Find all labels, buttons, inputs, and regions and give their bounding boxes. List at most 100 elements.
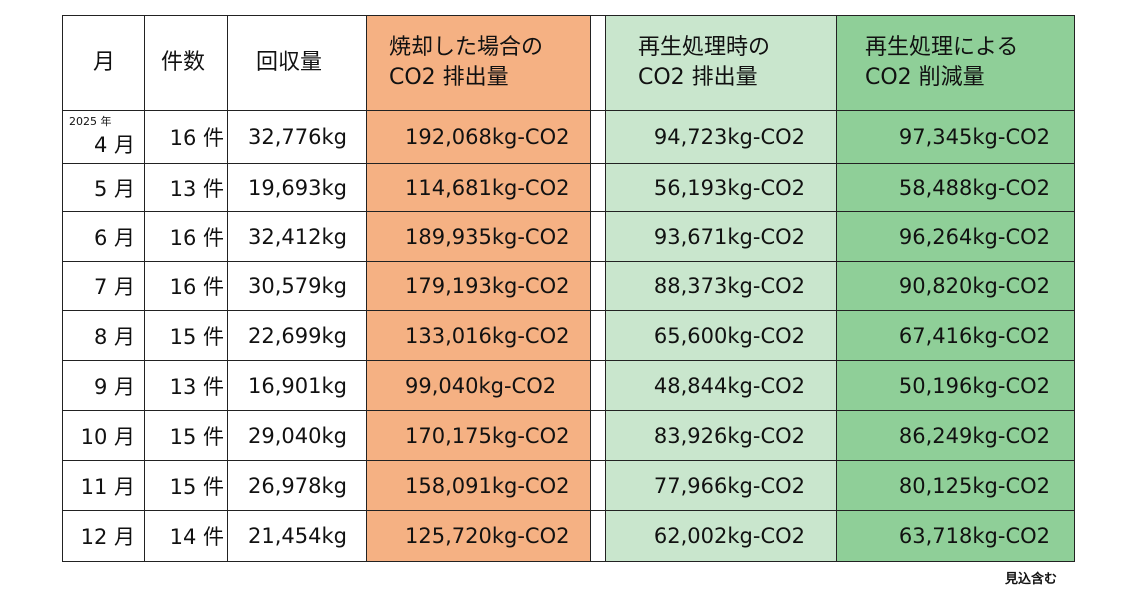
table-cell: 16,901kg	[227, 360, 368, 411]
month-text: 12 月	[80, 525, 135, 549]
table-cell: 29,040kg	[227, 410, 368, 461]
month-text: 8 月	[93, 324, 135, 349]
count-text: 13 件	[169, 176, 224, 201]
amount-text: 29,040kg	[248, 423, 347, 448]
recycling-text: 83,926kg-CO2	[653, 423, 805, 448]
table-cell: 16 件	[144, 211, 229, 262]
table-cell: 10 月	[62, 410, 146, 461]
incineration-text: 114,681kg-CO2	[405, 175, 570, 200]
table-cell: 9 月	[62, 360, 146, 411]
table-cell: 15 件	[144, 410, 229, 461]
month-text: 11 月	[80, 474, 135, 499]
table-cell: 88,373kg-CO2	[605, 261, 838, 311]
table-cell: 21,454kg	[227, 510, 368, 562]
table-cell: 65,600kg-CO2	[605, 310, 838, 361]
month-text: 10 月	[80, 424, 135, 449]
table-cell: 32,776kg	[227, 110, 368, 164]
note: 見込含む	[1005, 572, 1058, 587]
table-cell: 50,196kg-CO2	[836, 360, 1075, 411]
reduction-text: 58,488kg-CO2	[898, 175, 1050, 200]
count-text: 15 件	[169, 474, 224, 499]
header-cell: 焼却した場合の CO2 排出量	[366, 15, 592, 111]
table-cell: 56,193kg-CO2	[605, 163, 838, 212]
table-cell: 63,718kg-CO2	[836, 510, 1075, 562]
table-cell: 22,699kg	[227, 310, 368, 361]
count-text: 14 件	[169, 525, 224, 549]
month-text: 6 月	[93, 225, 135, 250]
recycling-text: 77,966kg-CO2	[653, 473, 805, 498]
header-text: CO2 削減量	[865, 65, 985, 90]
table-cell: 179,193kg-CO2	[366, 261, 592, 311]
header-cell: 月	[62, 15, 146, 111]
recycling-text: 65,600kg-CO2	[653, 323, 805, 348]
table-cell: 19,693kg	[227, 163, 368, 212]
table-cell: 13 件	[144, 163, 229, 212]
table-cell: 7 月	[62, 261, 146, 311]
count-text: 15 件	[169, 424, 224, 449]
incineration-text: 99,040kg-CO2	[405, 373, 557, 398]
table-cell: 16 件	[144, 261, 229, 311]
table-cell: 15 件	[144, 460, 229, 511]
table-cell: 77,966kg-CO2	[605, 460, 838, 511]
table-cell: 15 件	[144, 310, 229, 361]
month-text: 5 月	[93, 176, 135, 201]
header-cell: 再生処理時の CO2 排出量	[605, 15, 838, 111]
table-cell: 94,723kg-CO2	[605, 110, 838, 164]
table-cell: 6 月	[62, 211, 146, 262]
count-text: 13 件	[169, 374, 224, 399]
table-cell: 62,002kg-CO2	[605, 510, 838, 562]
reduction-text: 86,249kg-CO2	[898, 423, 1050, 448]
incineration-text: 192,068kg-CO2	[405, 125, 570, 149]
table-cell: 97,345kg-CO2	[836, 110, 1075, 164]
table-cell: 192,068kg-CO2	[366, 110, 592, 164]
reduction-text: 63,718kg-CO2	[898, 524, 1050, 548]
reduction-text: 90,820kg-CO2	[898, 274, 1050, 298]
table-cell: 30,579kg	[227, 261, 368, 311]
recycling-text: 94,723kg-CO2	[653, 125, 805, 149]
incineration-text: 125,720kg-CO2	[405, 524, 570, 548]
reduction-text: 97,345kg-CO2	[898, 125, 1050, 149]
month-text: 9 月	[93, 374, 135, 399]
table-cell: 80,125kg-CO2	[836, 460, 1075, 511]
amount-text: 16,901kg	[248, 373, 347, 398]
header-text: 再生処理時の	[638, 35, 771, 60]
recycling-text: 48,844kg-CO2	[653, 373, 805, 398]
header-text: 焼却した場合の	[389, 35, 544, 60]
table-cell: 13 件	[144, 360, 229, 411]
incineration-text: 189,935kg-CO2	[405, 224, 570, 249]
amount-text: 22,699kg	[248, 323, 347, 348]
table-cell: 58,488kg-CO2	[836, 163, 1075, 212]
recycling-text: 93,671kg-CO2	[653, 224, 805, 249]
month-text: 4 月	[93, 133, 135, 157]
reduction-text: 80,125kg-CO2	[898, 473, 1050, 498]
table-cell: 93,671kg-CO2	[605, 211, 838, 262]
header-text: 件数	[161, 50, 206, 75]
amount-text: 32,412kg	[248, 224, 347, 249]
table-cell: 96,264kg-CO2	[836, 211, 1075, 262]
table-cell: 114,681kg-CO2	[366, 163, 592, 212]
amount-text: 26,978kg	[248, 473, 347, 498]
amount-text: 21,454kg	[248, 524, 347, 548]
incineration-text: 170,175kg-CO2	[405, 423, 570, 448]
incineration-text: 158,091kg-CO2	[405, 473, 570, 498]
table-cell: 86,249kg-CO2	[836, 410, 1075, 461]
table-cell: 67,416kg-CO2	[836, 310, 1075, 361]
table-cell: 14 件	[144, 510, 229, 562]
header-text: 再生処理による	[865, 35, 1019, 60]
recycling-text: 88,373kg-CO2	[653, 274, 805, 298]
table-cell: 170,175kg-CO2	[366, 410, 592, 461]
table-cell: 26,978kg	[227, 460, 368, 511]
header-text: 月	[93, 50, 116, 75]
table-cell: 90,820kg-CO2	[836, 261, 1075, 311]
table-cell: 2025 年 4 月	[62, 110, 146, 164]
incineration-text: 179,193kg-CO2	[405, 274, 570, 298]
count-text: 16 件	[169, 126, 224, 150]
reduction-text: 96,264kg-CO2	[898, 224, 1050, 249]
table-cell: 133,016kg-CO2	[366, 310, 592, 361]
table-cell: 189,935kg-CO2	[366, 211, 592, 262]
year-label: 2025 年	[69, 115, 112, 128]
amount-text: 30,579kg	[248, 274, 347, 298]
count-text: 15 件	[169, 324, 224, 349]
amount-text: 19,693kg	[248, 175, 347, 200]
